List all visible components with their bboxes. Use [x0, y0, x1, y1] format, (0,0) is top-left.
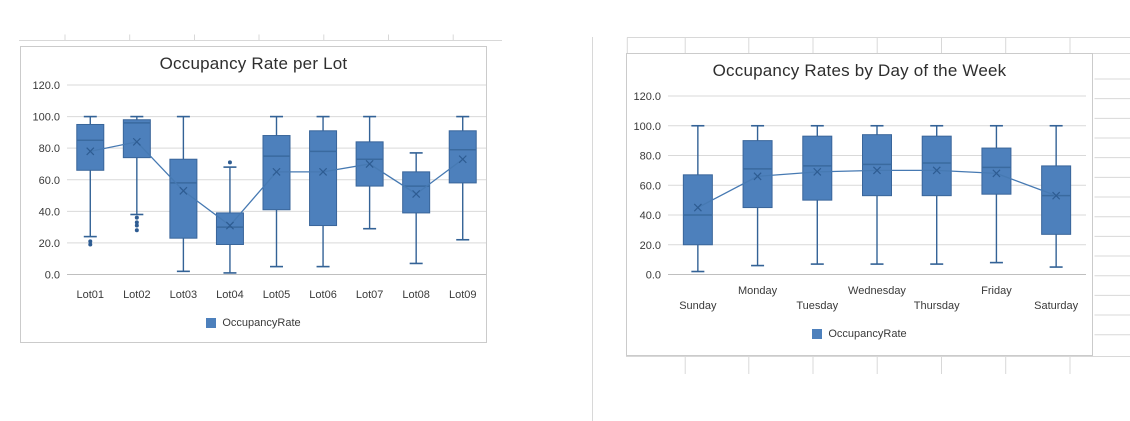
mean-marker — [272, 167, 281, 176]
mean-marker — [1052, 191, 1061, 200]
boxplot-area: 0.0 20.0 40.0 60.0 80.0 100.0 120.0 Sunday Monda… — [633, 91, 1086, 312]
box-Lot01 — [76, 115, 105, 247]
box-Tuesday — [802, 124, 833, 265]
outlier-dot — [88, 242, 93, 247]
iqr-box — [215, 212, 244, 245]
box-Lot02 — [122, 115, 151, 233]
x-category-label: Lot01 — [77, 289, 105, 301]
iqr-box — [309, 130, 338, 227]
box-Lot08 — [402, 152, 431, 265]
box-Sunday — [682, 124, 713, 273]
box-Lot07 — [355, 115, 384, 230]
series-OccupancyRate — [76, 115, 477, 274]
iqr-box — [402, 171, 431, 214]
mean-marker — [225, 221, 234, 230]
outlier-dot — [134, 228, 139, 233]
x-category-label: Lot07 — [356, 289, 384, 301]
legend-swatch — [206, 318, 217, 328]
x-category-label: Saturday — [1034, 300, 1079, 312]
legend: OccupancyRate — [21, 315, 486, 331]
legend-label: OccupancyRate — [222, 317, 301, 329]
x-category-label: Lot08 — [402, 289, 430, 301]
y-tick-label: 20.0 — [39, 238, 60, 250]
x-category-label: Lot02 — [123, 289, 151, 301]
box-Lot03 — [169, 115, 198, 273]
box-Lot04 — [215, 160, 244, 274]
mean-marker — [932, 166, 941, 175]
iqr-box — [742, 140, 773, 209]
x-category-label: Lot09 — [449, 289, 477, 301]
chart-occupancy-rates-by-day[interactable]: Occupancy Rates by Day of the Week 0.0 20… — [626, 53, 1093, 356]
outlier-dot — [134, 220, 139, 225]
y-tick-label: 80.0 — [39, 143, 60, 155]
y-tick-label: 40.0 — [39, 206, 60, 218]
x-category-label: Wednesday — [848, 285, 906, 297]
y-tick-label: 120.0 — [32, 80, 60, 92]
iqr-box — [1041, 165, 1072, 235]
iqr-box — [981, 147, 1012, 195]
mean-marker — [693, 203, 702, 212]
mean-marker — [753, 172, 762, 181]
legend-swatch — [812, 329, 823, 339]
y-tick-label: 20.0 — [640, 240, 661, 252]
x-category-label: Lot05 — [263, 289, 291, 301]
series-OccupancyRate — [682, 124, 1072, 273]
box-Lot05 — [262, 115, 291, 268]
y-tick-label: 0.0 — [45, 270, 60, 282]
y-tick-label: 60.0 — [640, 180, 661, 192]
mean-marker — [86, 147, 95, 156]
chart-occupancy-rate-per-lot[interactable]: Occupancy Rate per Lot 0.0 20.0 40.0 60.0 80… — [20, 46, 487, 343]
mean-marker — [365, 159, 374, 168]
x-category-label: Lot03 — [170, 289, 198, 301]
x-category-label: Sunday — [679, 300, 717, 312]
box-Thursday — [921, 124, 952, 265]
chart-title: Occupancy Rates by Day of the Week — [712, 61, 1007, 80]
mean-marker — [179, 186, 188, 195]
y-tick-label: 60.0 — [39, 175, 60, 187]
mean-marker — [412, 189, 421, 198]
box-Lot09 — [448, 115, 477, 241]
x-category-label: Thursday — [914, 300, 960, 312]
mean-marker — [319, 167, 328, 176]
iqr-box — [169, 158, 198, 239]
box-Lot06 — [309, 115, 338, 268]
outlier-dot — [134, 223, 139, 228]
iqr-box — [682, 174, 713, 246]
y-tick-label: 100.0 — [32, 112, 60, 124]
iqr-box — [921, 135, 952, 197]
iqr-box — [76, 123, 105, 171]
boxplot-area: 0.0 20.0 40.0 60.0 80.0 100.0 120.0 Lot01 Lot02 L… — [32, 80, 486, 301]
mean-marker — [458, 155, 467, 164]
y-tick-label: 0.0 — [646, 270, 661, 282]
box-Saturday — [1041, 124, 1072, 268]
outlier-dot — [134, 215, 139, 220]
box-Wednesday — [862, 124, 892, 265]
y-tick-label: 40.0 — [640, 210, 661, 222]
mean-marker — [132, 137, 141, 146]
mean-marker — [813, 167, 822, 176]
legend: OccupancyRate — [627, 326, 1092, 342]
y-tick-label: 120.0 — [633, 91, 661, 103]
x-category-label: Monday — [738, 285, 778, 297]
x-category-label: Friday — [981, 285, 1012, 297]
y-tick-label: 80.0 — [640, 151, 661, 163]
box-Friday — [981, 124, 1012, 264]
iqr-box — [448, 130, 477, 184]
outlier-dot — [227, 160, 232, 165]
iqr-box — [802, 135, 833, 201]
x-category-label: Lot06 — [309, 289, 337, 301]
mean-marker — [872, 166, 882, 175]
outlier-dot — [88, 239, 93, 244]
x-category-label: Tuesday — [796, 300, 838, 312]
box-Monday — [742, 124, 773, 267]
chart-title: Occupancy Rate per Lot — [159, 54, 348, 73]
legend-label: OccupancyRate — [828, 328, 907, 340]
y-tick-label: 100.0 — [633, 121, 661, 133]
x-category-label: Lot04 — [216, 289, 244, 301]
mean-marker — [992, 169, 1001, 178]
